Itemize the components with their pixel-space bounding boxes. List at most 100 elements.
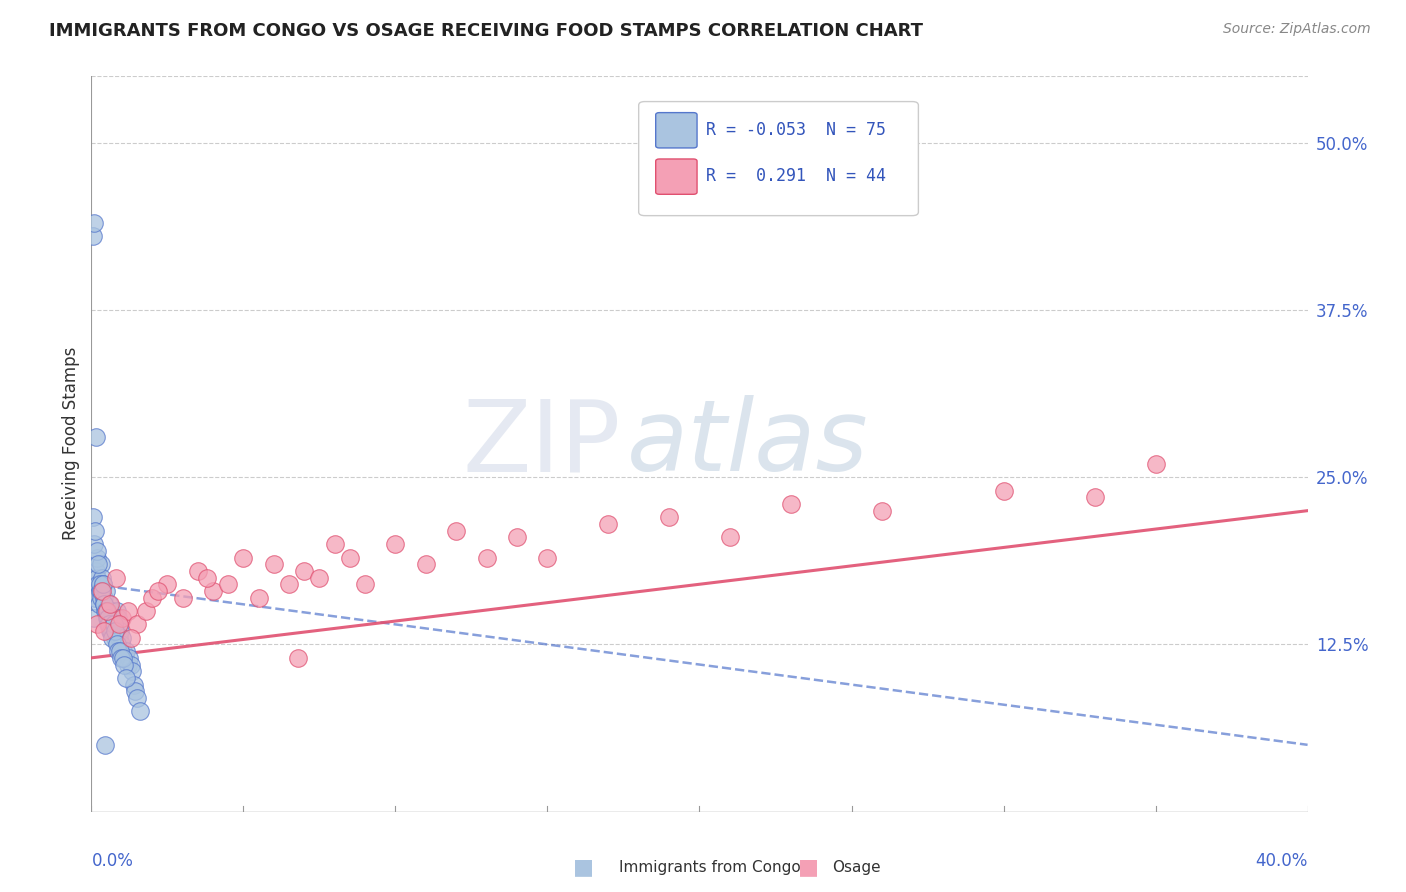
Point: [91, 571, 114, 585]
Point: [82, 510, 104, 524]
FancyBboxPatch shape: [655, 112, 697, 148]
Point: [100, 624, 122, 639]
Point: [108, 617, 131, 632]
Point: [202, 584, 225, 599]
Point: [1084, 491, 1107, 505]
Point: [104, 631, 127, 645]
Point: [104, 624, 127, 639]
Point: [1144, 457, 1167, 471]
Point: [384, 537, 406, 551]
Point: [86, 550, 108, 565]
Text: 0.0%: 0.0%: [91, 852, 134, 871]
Point: [120, 657, 142, 672]
Point: [97, 617, 120, 632]
Point: [125, 690, 148, 705]
Point: [105, 604, 128, 618]
Point: [263, 557, 285, 572]
Point: [105, 611, 128, 625]
Point: [94, 584, 117, 599]
Point: [118, 651, 141, 665]
Point: [104, 624, 127, 639]
Point: [93, 598, 115, 612]
Point: [111, 651, 134, 665]
Point: [779, 497, 801, 511]
Point: [100, 611, 122, 625]
Point: [93, 598, 115, 612]
Point: [107, 631, 129, 645]
Point: [148, 584, 170, 599]
Point: [172, 591, 194, 605]
Point: [125, 617, 148, 632]
Point: [89, 591, 111, 605]
Point: [870, 503, 893, 517]
Point: [83, 216, 105, 230]
Point: [121, 664, 143, 679]
Point: [101, 604, 124, 618]
Point: [117, 604, 139, 618]
Point: [96, 604, 118, 618]
Point: [112, 657, 135, 672]
Point: [117, 657, 139, 672]
Point: [114, 651, 136, 665]
Point: [506, 530, 529, 544]
Point: [84, 564, 107, 578]
Text: 40.0%: 40.0%: [1256, 852, 1308, 871]
Point: [658, 510, 681, 524]
Text: ■: ■: [799, 857, 818, 877]
Point: [103, 617, 125, 632]
Point: [86, 571, 108, 585]
Point: [101, 617, 124, 632]
Point: [89, 577, 111, 591]
Point: [354, 577, 377, 591]
Y-axis label: Receiving Food Stamps: Receiving Food Stamps: [62, 347, 80, 541]
Point: [96, 604, 118, 618]
Point: [87, 557, 110, 572]
Point: [103, 617, 125, 632]
Point: [110, 637, 132, 651]
Point: [107, 617, 129, 632]
Point: [115, 644, 138, 658]
Point: [90, 584, 112, 599]
Point: [89, 584, 111, 599]
Point: [187, 564, 209, 578]
Point: [86, 617, 108, 632]
Text: atlas: atlas: [627, 395, 868, 492]
Point: [323, 537, 346, 551]
Point: [94, 604, 117, 618]
Text: Source: ZipAtlas.com: Source: ZipAtlas.com: [1223, 22, 1371, 37]
Point: [444, 524, 467, 538]
Point: [111, 611, 134, 625]
Point: [110, 651, 132, 665]
Point: [91, 577, 114, 591]
Point: [87, 577, 110, 591]
Point: [217, 577, 239, 591]
Point: [120, 631, 142, 645]
Point: [98, 624, 121, 639]
Text: R = -0.053  N = 75: R = -0.053 N = 75: [706, 120, 886, 138]
Point: [97, 617, 120, 632]
Point: [93, 624, 115, 639]
FancyBboxPatch shape: [638, 102, 918, 216]
Point: [278, 577, 301, 591]
Text: IMMIGRANTS FROM CONGO VS OSAGE RECEIVING FOOD STAMPS CORRELATION CHART: IMMIGRANTS FROM CONGO VS OSAGE RECEIVING…: [49, 22, 924, 40]
Point: [415, 557, 437, 572]
Point: [105, 637, 128, 651]
Point: [475, 550, 498, 565]
Point: [718, 530, 741, 544]
Point: [339, 550, 361, 565]
Point: [96, 611, 118, 625]
Point: [83, 611, 105, 625]
Point: [308, 571, 330, 585]
Point: [84, 591, 107, 605]
Point: [292, 564, 315, 578]
FancyBboxPatch shape: [655, 159, 697, 194]
Point: [104, 571, 127, 585]
Point: [100, 631, 122, 645]
Point: [107, 611, 129, 625]
Text: ZIP: ZIP: [463, 395, 620, 492]
Point: [110, 624, 132, 639]
Point: [111, 631, 134, 645]
Text: ■: ■: [574, 857, 593, 877]
Point: [103, 624, 125, 639]
Point: [141, 591, 163, 605]
